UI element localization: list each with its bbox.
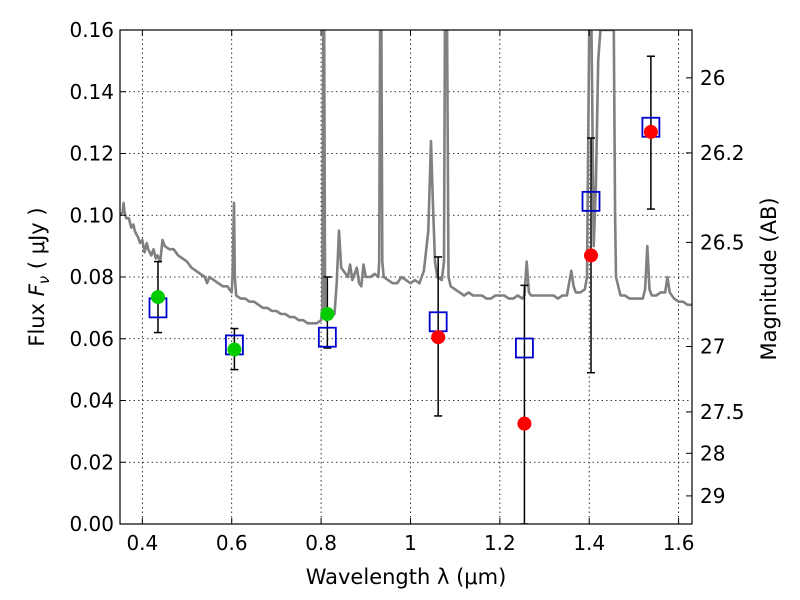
y-tick-label: 0.00: [69, 512, 114, 536]
y-axis-label-subscript: ν: [35, 276, 53, 284]
red-data-point: [517, 416, 532, 431]
y2-tick-label: 26.2: [700, 141, 745, 165]
y-axis-label: Flux Fν ( μJy ): [25, 207, 53, 346]
x-tick-label: 0.8: [305, 531, 337, 555]
y2-tick-label: 27: [700, 334, 725, 358]
markers: [148, 116, 661, 431]
y2-axis-label: Magnitude (AB): [757, 197, 781, 360]
green-data-point: [227, 342, 242, 357]
y-tick-label: 0.10: [69, 203, 114, 227]
x-tick-label: 1.4: [573, 531, 605, 555]
y-tick-label: 0.16: [69, 18, 114, 42]
green-data-point: [320, 307, 335, 322]
y-axis-label-symbol: F: [25, 283, 49, 296]
y-tick-label: 0.14: [69, 80, 114, 104]
x-tick-label: 0.4: [126, 531, 158, 555]
y2-tick-label: 27.5: [700, 400, 745, 424]
y-tick-label: 0.06: [69, 327, 114, 351]
x-axis-label: Wavelength λ (μm): [306, 565, 507, 589]
plot-area: [120, 30, 692, 325]
model-square-marker: [515, 337, 534, 359]
y-tick-label: 0.02: [69, 450, 114, 474]
ticks: 0.4 0.6 0.8 1 1.2 1.4 1.6 0.00 0.02 0.04 0.06 0.08 0…: [69, 18, 744, 555]
red-data-point: [584, 248, 599, 263]
y2-tick-label: 26.5: [700, 230, 745, 254]
y-axis-label-suffix: ( μJy ): [25, 207, 49, 275]
green-data-point: [150, 290, 165, 305]
y2-tick-label: 29: [700, 484, 725, 508]
y-tick-label: 0.08: [69, 265, 114, 289]
y-axis-label-prefix: Flux: [25, 296, 49, 346]
model-square-marker: [581, 190, 601, 212]
y-tick-label: 0.04: [69, 389, 114, 413]
spectrum-line: [120, 30, 692, 325]
y-tick-label: 0.12: [69, 142, 114, 166]
y2-tick-label: 26: [700, 66, 725, 90]
x-tick-label: 1.6: [663, 531, 695, 555]
x-tick-label: 1.2: [484, 531, 516, 555]
red-data-point: [431, 330, 446, 345]
red-data-point: [643, 124, 658, 139]
x-tick-label: 0.6: [216, 531, 248, 555]
model-square-marker: [317, 326, 337, 348]
x-tick-label: 1: [404, 531, 417, 555]
y2-tick-label: 28: [700, 441, 725, 465]
